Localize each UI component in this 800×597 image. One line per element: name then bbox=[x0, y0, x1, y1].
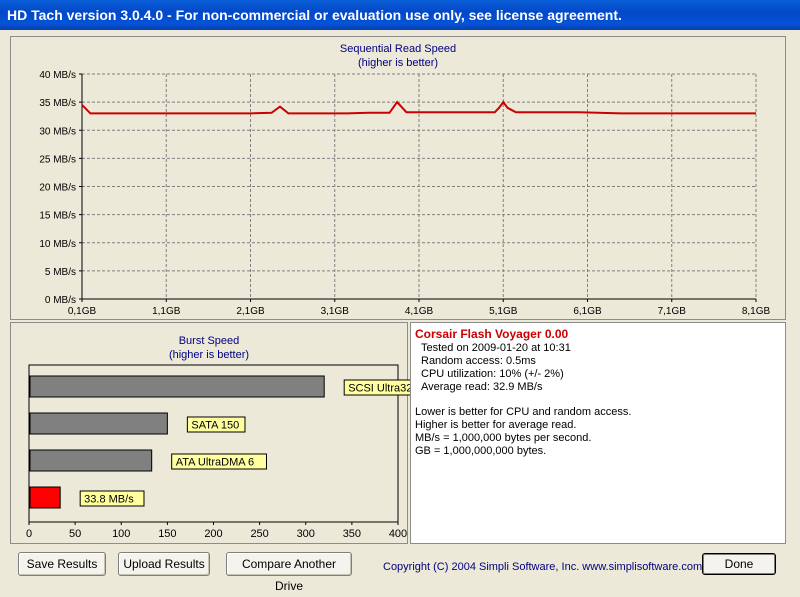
burst-label-box bbox=[171, 453, 267, 470]
sequential-y-tick-label: 15 MB/s bbox=[39, 211, 76, 222]
burst-x-tick-label: 200 bbox=[204, 528, 222, 540]
burst-bar-current bbox=[29, 486, 61, 509]
burst-label-box bbox=[343, 379, 410, 396]
burst-bar bbox=[29, 375, 325, 398]
sequential-subtitle: (higher is better) bbox=[357, 57, 439, 69]
burst-x-tick-label: 400 bbox=[389, 528, 407, 540]
sequential-y-tick-label: 25 MB/s bbox=[39, 154, 76, 165]
sequential-y-tick-label: 20 MB/s bbox=[39, 183, 76, 194]
burst-x-tick-label: 100 bbox=[112, 528, 130, 540]
sequential-x-tick-label: 0,1GB bbox=[68, 306, 97, 317]
window-title: HD Tach version 3.0.4.0 - For non-commer… bbox=[7, 7, 622, 23]
tested-date: Tested on 2009-01-20 at 10:31 bbox=[421, 342, 571, 354]
burst-speed-chart: 0 50 100 150 200 250 300 350 400 SCSI Ultra320 SAT… bbox=[26, 364, 410, 540]
sequential-x-tick-label: 2,1GB bbox=[236, 306, 265, 317]
note-average: Higher is better for average read. bbox=[415, 419, 577, 431]
sequential-y-tick-label: 0 MB/s bbox=[45, 295, 76, 306]
sequential-x-tick-label: 8,1GB bbox=[742, 306, 771, 317]
note-gb: GB = 1,000,000,000 bytes. bbox=[415, 445, 547, 457]
burst-bar-label: SCSI Ultra320 bbox=[348, 383, 410, 395]
sequential-read-chart: 0 MB/s 5 MB/s 10 MB/s 15 MB/s 20 MB/s 25 MB/s… bbox=[39, 70, 771, 317]
compare-another-drive-button[interactable]: Compare Another Drive bbox=[226, 552, 352, 593]
sequential-chart-title: Sequential Read Speed (higher is better) bbox=[10, 42, 786, 70]
sequential-y-tick-label: 35 MB/s bbox=[39, 98, 76, 109]
window-title-bar[interactable]: HD Tach version 3.0.4.0 - For non-commer… bbox=[0, 0, 800, 30]
sequential-x-tick-label: 7,1GB bbox=[658, 306, 687, 317]
burst-bar-label: ATA UltraDMA 6 bbox=[176, 457, 254, 469]
burst-chart-title: Burst Speed (higher is better) bbox=[10, 334, 408, 362]
burst-label-box bbox=[79, 490, 145, 507]
burst-x-tick-label: 300 bbox=[297, 528, 315, 540]
drive-name: Corsair Flash Voyager 0.00 bbox=[415, 327, 569, 341]
sequential-y-tick-label: 5 MB/s bbox=[45, 267, 76, 278]
burst-label-box bbox=[186, 416, 246, 433]
burst-x-tick-label: 250 bbox=[250, 528, 268, 540]
save-results-button[interactable]: Save Results bbox=[18, 552, 106, 576]
sequential-y-tick-label: 30 MB/s bbox=[39, 126, 76, 137]
random-access: Random access: 0.5ms bbox=[421, 355, 536, 367]
burst-x-tick-label: 150 bbox=[158, 528, 176, 540]
burst-title: Burst Speed bbox=[178, 335, 240, 347]
burst-bar-label: SATA 150 bbox=[191, 420, 239, 432]
sequential-x-tick-label: 1,1GB bbox=[152, 306, 181, 317]
burst-subtitle: (higher is better) bbox=[168, 349, 250, 361]
drive-info-panel: Corsair Flash Voyager 0.00 Tested on 200… bbox=[410, 322, 786, 544]
sequential-y-tick-label: 40 MB/s bbox=[39, 70, 76, 81]
sequential-x-tick-label: 4,1GB bbox=[405, 306, 434, 317]
sequential-y-tick-label: 10 MB/s bbox=[39, 239, 76, 250]
burst-bar bbox=[29, 412, 168, 435]
upload-results-button[interactable]: Upload Results bbox=[118, 552, 210, 576]
sequential-x-tick-label: 6,1GB bbox=[573, 306, 602, 317]
copyright-text: Copyright (C) 2004 Simpli Software, Inc.… bbox=[383, 561, 703, 573]
sequential-x-tick-label: 5,1GB bbox=[489, 306, 518, 317]
sequential-title: Sequential Read Speed bbox=[339, 43, 457, 55]
note-mbs: MB/s = 1,000,000 bytes per second. bbox=[415, 432, 592, 444]
burst-bar bbox=[29, 449, 153, 472]
burst-x-tick-label: 50 bbox=[69, 528, 81, 540]
sequential-read-line bbox=[81, 100, 756, 115]
note-cpu: Lower is better for CPU and random acces… bbox=[415, 406, 632, 418]
sequential-x-tick-label: 3,1GB bbox=[321, 306, 350, 317]
done-button[interactable]: Done bbox=[702, 553, 776, 575]
burst-bar-label: 33.8 MB/s bbox=[84, 494, 134, 506]
burst-x-tick-label: 350 bbox=[343, 528, 361, 540]
cpu-utilization: CPU utilization: 10% (+/- 2%) bbox=[421, 368, 564, 380]
burst-x-tick-label: 0 bbox=[26, 528, 32, 540]
average-read: Average read: 32.9 MB/s bbox=[421, 381, 543, 393]
